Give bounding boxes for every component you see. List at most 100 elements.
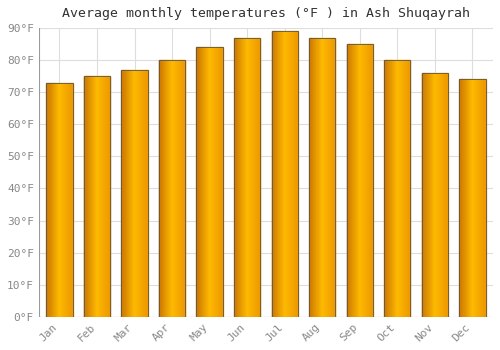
Bar — [433, 73, 434, 317]
Bar — [84, 76, 85, 317]
Bar — [208, 47, 209, 317]
Bar — [64, 83, 65, 317]
Bar — [331, 38, 332, 317]
Bar — [427, 73, 428, 317]
Bar — [63, 83, 64, 317]
Bar — [471, 79, 472, 317]
Bar — [346, 44, 373, 317]
Bar — [237, 38, 238, 317]
Bar — [361, 44, 362, 317]
Bar — [367, 44, 368, 317]
Bar — [125, 70, 126, 317]
Bar — [87, 76, 88, 317]
Bar — [89, 76, 90, 317]
Bar — [285, 31, 286, 317]
Bar — [141, 70, 142, 317]
Bar — [322, 38, 323, 317]
Bar — [482, 79, 483, 317]
Bar — [207, 47, 208, 317]
Bar — [144, 70, 145, 317]
Bar — [131, 70, 132, 317]
Bar — [428, 73, 429, 317]
Bar — [287, 31, 288, 317]
Bar — [108, 76, 109, 317]
Bar — [278, 31, 279, 317]
Bar — [478, 79, 479, 317]
Bar — [368, 44, 369, 317]
Bar — [399, 60, 400, 317]
Bar — [244, 38, 245, 317]
Bar — [445, 73, 446, 317]
Bar — [315, 38, 316, 317]
Bar — [162, 60, 163, 317]
Bar — [479, 79, 480, 317]
Bar — [273, 31, 274, 317]
Bar — [140, 70, 141, 317]
Bar — [465, 79, 466, 317]
Bar — [164, 60, 165, 317]
Bar — [239, 38, 240, 317]
Bar — [439, 73, 440, 317]
Bar — [396, 60, 397, 317]
Bar — [431, 73, 432, 317]
Bar — [348, 44, 350, 317]
Bar — [391, 60, 392, 317]
Bar — [132, 70, 133, 317]
Bar — [220, 47, 221, 317]
Bar — [371, 44, 372, 317]
Bar — [245, 38, 246, 317]
Bar — [256, 38, 257, 317]
Bar — [312, 38, 313, 317]
Bar — [254, 38, 255, 317]
Bar — [387, 60, 388, 317]
Bar — [409, 60, 410, 317]
Bar — [176, 60, 177, 317]
Bar — [160, 60, 161, 317]
Bar — [438, 73, 439, 317]
Bar — [91, 76, 92, 317]
Bar — [406, 60, 407, 317]
Bar — [161, 60, 162, 317]
Bar — [426, 73, 427, 317]
Bar — [277, 31, 278, 317]
Bar — [422, 73, 448, 317]
Bar — [435, 73, 436, 317]
Bar — [165, 60, 166, 317]
Bar — [92, 76, 93, 317]
Bar — [384, 60, 385, 317]
Bar — [385, 60, 386, 317]
Bar — [183, 60, 184, 317]
Bar — [159, 60, 160, 317]
Bar — [209, 47, 210, 317]
Bar — [324, 38, 325, 317]
Bar — [290, 31, 291, 317]
Bar — [289, 31, 290, 317]
Bar — [66, 83, 67, 317]
Bar — [370, 44, 371, 317]
Bar — [407, 60, 408, 317]
Bar — [282, 31, 283, 317]
Bar — [181, 60, 182, 317]
Bar — [484, 79, 485, 317]
Bar — [390, 60, 391, 317]
Bar — [99, 76, 100, 317]
Bar — [475, 79, 476, 317]
Bar — [172, 60, 173, 317]
Bar — [310, 38, 311, 317]
Bar — [109, 76, 110, 317]
Bar — [358, 44, 360, 317]
Bar — [242, 38, 243, 317]
Bar — [468, 79, 469, 317]
Bar — [182, 60, 183, 317]
Bar — [200, 47, 201, 317]
Bar — [350, 44, 351, 317]
Bar — [366, 44, 367, 317]
Bar — [462, 79, 463, 317]
Bar — [240, 38, 241, 317]
Bar — [389, 60, 390, 317]
Bar — [106, 76, 107, 317]
Bar — [46, 83, 72, 317]
Bar — [369, 44, 370, 317]
Bar — [51, 83, 52, 317]
Bar — [206, 47, 207, 317]
